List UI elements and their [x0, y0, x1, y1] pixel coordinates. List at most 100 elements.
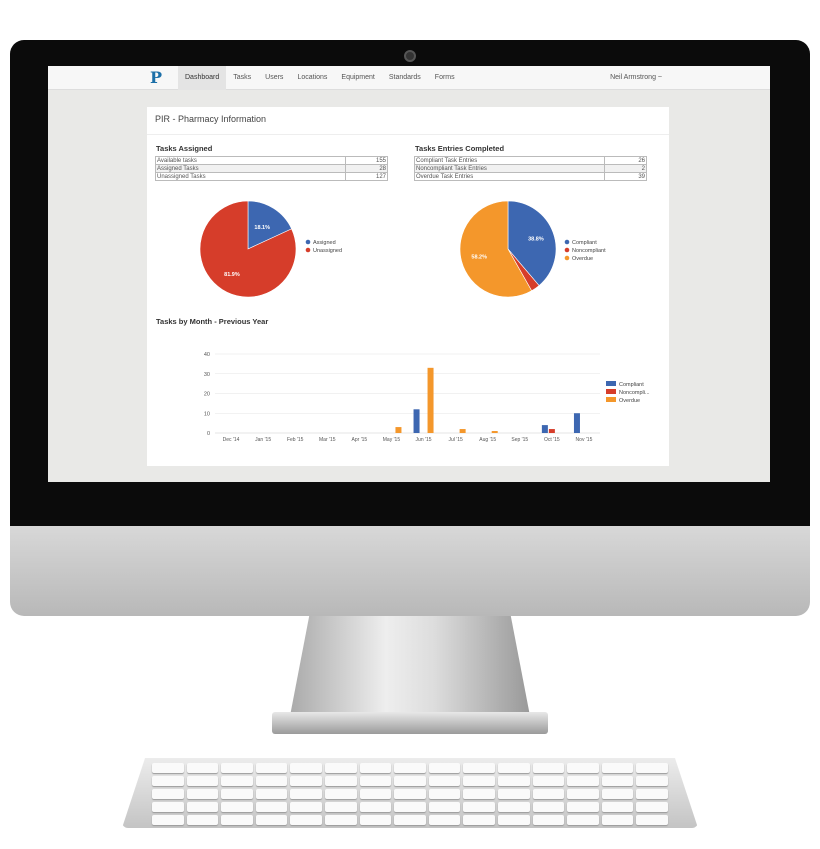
pie-slice-assigned — [247, 200, 292, 250]
nav-forms[interactable]: Forms — [434, 73, 455, 81]
key — [428, 763, 461, 773]
key — [325, 789, 357, 799]
key — [498, 776, 530, 786]
key — [290, 789, 322, 799]
key — [463, 776, 495, 786]
key — [498, 815, 530, 825]
tasks-assigned-title: Tasks Assigned — [156, 144, 213, 153]
pie-label: 38.8% — [528, 237, 544, 243]
key — [221, 776, 253, 786]
key — [532, 802, 565, 812]
key — [152, 763, 184, 773]
key — [463, 789, 495, 799]
pie-label: 58.2% — [471, 255, 487, 261]
key — [221, 802, 253, 812]
legend-swatch — [606, 389, 616, 394]
nav-locations[interactable]: Locations — [297, 73, 328, 81]
legend-dot — [564, 255, 570, 261]
dashboard-card: PIR - Pharmacy Information Tasks Assigne… — [147, 107, 669, 466]
key — [532, 789, 565, 799]
x-tick: Nov '15 — [576, 437, 593, 443]
bar-overdue — [427, 367, 434, 433]
key — [498, 802, 530, 812]
key — [567, 763, 599, 773]
x-tick: Feb '15 — [287, 437, 304, 443]
bar-compliant — [573, 413, 580, 433]
key — [359, 763, 392, 773]
x-tick: Jul '15 — [448, 437, 463, 443]
key — [255, 789, 288, 799]
key — [152, 802, 184, 812]
key — [359, 789, 392, 799]
nav-equipment[interactable]: Equipment — [341, 73, 375, 81]
bar-noncompli — [548, 429, 555, 433]
logo-icon[interactable]: P — [150, 68, 163, 87]
key — [290, 802, 322, 812]
pie-label: 81.9% — [224, 272, 240, 278]
key — [636, 815, 668, 825]
key — [567, 802, 599, 812]
key — [255, 776, 288, 786]
key — [152, 815, 184, 825]
key — [221, 815, 253, 825]
key — [428, 802, 461, 812]
bar-overdue — [459, 429, 466, 433]
bar-overdue — [395, 427, 402, 433]
key — [325, 802, 357, 812]
monitor-base — [272, 712, 548, 734]
legend-dot — [564, 239, 570, 245]
bar-compliant — [541, 425, 548, 433]
key — [567, 815, 599, 825]
row-value: 39 — [604, 172, 647, 181]
key — [359, 802, 392, 812]
legend-label: Noncompliant — [572, 248, 606, 254]
nav-standards[interactable]: Standards — [388, 73, 421, 81]
legend-dot — [305, 239, 311, 245]
tasks-assigned-table: Available tasks 155 Assigned Tasks 28 Unassi… — [155, 156, 388, 181]
y-tick: 20 — [204, 392, 210, 398]
x-tick: Dec '14 — [223, 437, 240, 443]
y-tick: 30 — [204, 372, 210, 378]
key — [186, 802, 219, 812]
keyboard — [122, 758, 698, 828]
key — [394, 802, 426, 812]
nav-tasks[interactable]: Tasks — [233, 73, 252, 81]
legend-swatch — [606, 381, 616, 386]
user-menu[interactable]: Neil Armstrong ~ — [610, 74, 662, 81]
legend-label: Overdue — [572, 256, 593, 262]
key — [221, 789, 253, 799]
key — [152, 789, 184, 799]
table-row: Unassigned Tasks 127 — [155, 172, 388, 181]
key — [567, 776, 599, 786]
nav-dashboard[interactable]: Dashboard — [178, 66, 227, 90]
key — [255, 815, 288, 825]
x-tick: Mar '15 — [319, 437, 336, 443]
key — [325, 776, 357, 786]
key — [359, 776, 392, 786]
key — [255, 763, 288, 773]
key — [636, 776, 668, 786]
legend-label: Unassigned — [313, 248, 342, 254]
legend-label: Overdue — [619, 398, 640, 404]
key — [498, 789, 530, 799]
key — [636, 763, 668, 773]
key — [255, 802, 288, 812]
page-title: PIR - Pharmacy Information — [147, 107, 669, 135]
x-tick: Oct '15 — [544, 437, 560, 443]
legend-dot — [305, 247, 311, 253]
key — [394, 763, 426, 773]
legend-label: Noncompli... — [619, 390, 650, 396]
key — [601, 789, 634, 799]
key — [567, 789, 599, 799]
key — [601, 802, 634, 812]
legend-label: Assigned — [313, 240, 336, 246]
pie-slice-overdue — [459, 200, 533, 298]
legend-label: Compliant — [572, 240, 597, 246]
x-tick: Sep '15 — [511, 437, 528, 443]
x-tick: Apr '15 — [352, 437, 368, 443]
key — [601, 776, 634, 786]
key — [186, 815, 219, 825]
key — [463, 802, 495, 812]
key — [498, 763, 530, 773]
nav-users[interactable]: Users — [265, 73, 284, 81]
